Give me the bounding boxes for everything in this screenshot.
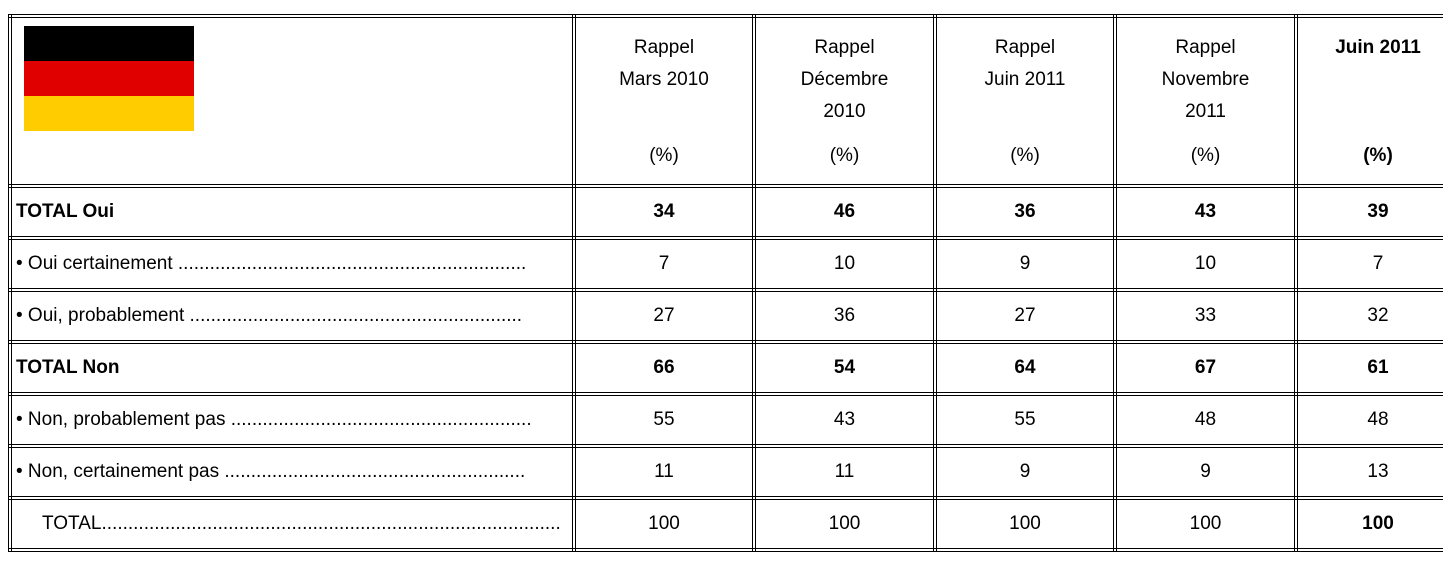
cell-value: 9: [933, 444, 1117, 500]
table-row: • Non, certainement pas ................…: [8, 444, 1443, 500]
table-row: • Oui, probablement ....................…: [8, 288, 1443, 344]
header-row: Rappel Mars 2010 (%) Rappel Décembre 2010 (%) R…: [8, 14, 1443, 188]
flag-stripe-red: [24, 61, 194, 96]
header-title-line: Rappel: [1175, 37, 1236, 58]
cell-value: 9: [933, 236, 1117, 292]
header-title-line: Novembre: [1161, 69, 1250, 90]
cell-value: 100: [752, 496, 937, 552]
cell-value: 33: [1113, 288, 1298, 344]
header-cell: Rappel Novembre 2011 (%): [1113, 14, 1298, 188]
header-cell: Juin 2011 (%): [1294, 14, 1443, 188]
header-unit: (%): [1010, 145, 1040, 166]
header-cell: Rappel Juin 2011 (%): [933, 14, 1117, 188]
cell-value: 9: [1113, 444, 1298, 500]
cell-value: 67: [1113, 340, 1298, 396]
header-content: Rappel Novembre 2011 (%): [1119, 20, 1292, 178]
table-row: TOTAL Oui 34 46 36 43 39: [8, 184, 1443, 240]
cell-value: 54: [752, 340, 937, 396]
header-unit: (%): [829, 145, 860, 166]
row-label: TOTAL Non: [8, 340, 576, 396]
cell-value: 10: [1113, 236, 1298, 292]
header-title-line: Juin 2011: [984, 69, 1066, 90]
header-title-line: 2010: [823, 101, 866, 122]
row-label: TOTAL...................................…: [8, 496, 576, 552]
table-row: • Oui certainement .....................…: [8, 236, 1443, 292]
header-title-line: Mars 2010: [619, 69, 709, 90]
results-table: Rappel Mars 2010 (%) Rappel Décembre 2010 (%) R…: [8, 14, 1443, 552]
cell-value: 100: [1294, 496, 1443, 552]
header-title: Rappel Novembre 2011: [1119, 32, 1292, 128]
header-content: Juin 2011 (%): [1300, 20, 1443, 178]
header-content: Rappel Mars 2010 (%): [578, 20, 750, 178]
cell-value: 36: [752, 288, 937, 344]
header-title-line: 2011: [1185, 101, 1226, 122]
table-row: • Non, probablement pas ................…: [8, 392, 1443, 448]
header-title: Rappel Mars 2010: [578, 32, 750, 96]
header-title: Rappel Décembre 2010: [758, 32, 931, 128]
cell-value: 100: [572, 496, 756, 552]
cell-value: 55: [572, 392, 756, 448]
header-content: Rappel Décembre 2010 (%): [758, 20, 931, 178]
header-content: Rappel Juin 2011 (%): [939, 20, 1111, 178]
german-flag: [24, 26, 194, 131]
row-label: • Non, probablement pas ................…: [8, 392, 576, 448]
header-unit: (%): [649, 145, 679, 166]
cell-value: 27: [572, 288, 756, 344]
cell-value: 32: [1294, 288, 1443, 344]
cell-value: 34: [572, 184, 756, 240]
flag-stripe-black: [24, 26, 194, 61]
cell-value: 55: [933, 392, 1117, 448]
cell-value: 39: [1294, 184, 1443, 240]
row-label: • Oui certainement .....................…: [8, 236, 576, 292]
header-title-line: Rappel: [994, 37, 1056, 58]
row-label: • Oui, probablement ....................…: [8, 288, 576, 344]
cell-value: 43: [1113, 184, 1298, 240]
header-title-line: Décembre: [800, 69, 889, 90]
cell-value: 11: [752, 444, 937, 500]
row-label: • Non, certainement pas ................…: [8, 444, 576, 500]
cell-value: 100: [1113, 496, 1298, 552]
header-unit: (%): [1363, 145, 1393, 166]
cell-value: 36: [933, 184, 1117, 240]
flag-cell: [8, 14, 576, 188]
header-title-line: Juin 2011: [1335, 37, 1421, 58]
cell-value: 61: [1294, 340, 1443, 396]
cell-value: 46: [752, 184, 937, 240]
cell-value: 27: [933, 288, 1117, 344]
header-title: Rappel Juin 2011: [939, 32, 1111, 96]
cell-value: 10: [752, 236, 937, 292]
header-title-line: Rappel: [814, 37, 875, 58]
header-cell: Rappel Mars 2010 (%): [572, 14, 756, 188]
cell-value: 11: [572, 444, 756, 500]
cell-value: 48: [1113, 392, 1298, 448]
header-title-line: Rappel: [633, 37, 695, 58]
header-title: Juin 2011: [1300, 32, 1443, 64]
header-unit: (%): [1190, 145, 1221, 166]
cell-value: 100: [933, 496, 1117, 552]
row-label: TOTAL Oui: [8, 184, 576, 240]
table-body: Rappel Mars 2010 (%) Rappel Décembre 2010 (%) R…: [8, 14, 1443, 552]
cell-value: 48: [1294, 392, 1443, 448]
cell-value: 66: [572, 340, 756, 396]
table-row: TOTAL...................................…: [8, 496, 1443, 552]
cell-value: 64: [933, 340, 1117, 396]
cell-value: 13: [1294, 444, 1443, 500]
flag-stripe-gold: [24, 96, 194, 131]
table-row: TOTAL Non 66 54 64 67 61: [8, 340, 1443, 396]
cell-value: 7: [572, 236, 756, 292]
header-cell: Rappel Décembre 2010 (%): [752, 14, 937, 188]
cell-value: 43: [752, 392, 937, 448]
cell-value: 7: [1294, 236, 1443, 292]
